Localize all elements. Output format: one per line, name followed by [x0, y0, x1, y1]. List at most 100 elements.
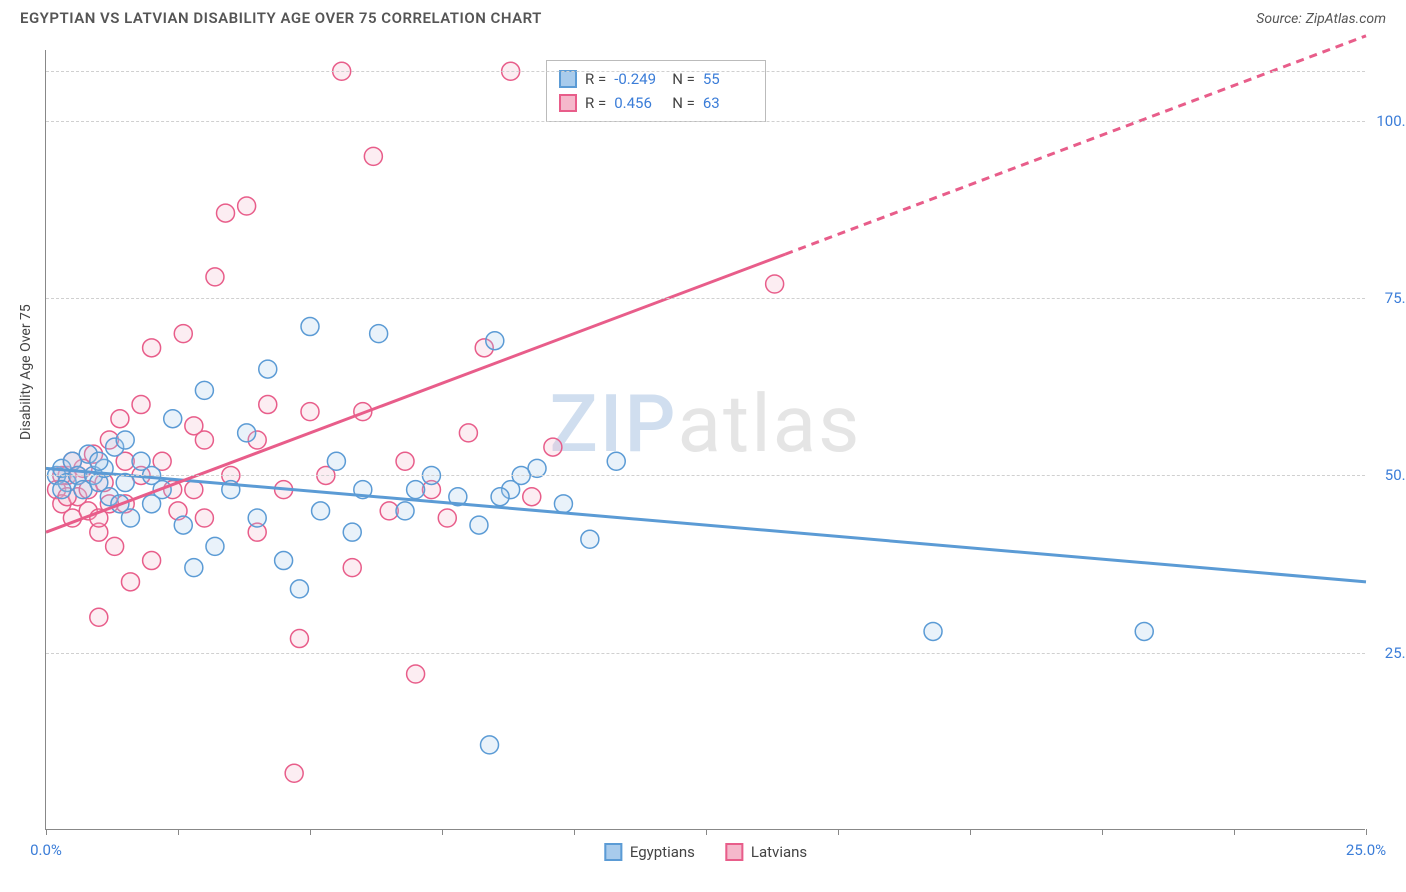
- data-point: [53, 481, 71, 499]
- data-point: [343, 559, 361, 577]
- swatch-egyptians: [559, 70, 577, 88]
- y-tick-label: 50.0%: [1370, 466, 1406, 484]
- data-point: [581, 530, 599, 548]
- data-point: [301, 318, 319, 336]
- data-point: [143, 339, 161, 357]
- source-value: ZipAtlas.com: [1306, 11, 1386, 27]
- x-tick: [706, 829, 707, 835]
- source-label: Source:: [1256, 11, 1301, 27]
- r-value-latvians: 0.456: [614, 91, 664, 115]
- swatch-latvians-bottom: [725, 843, 743, 861]
- x-tick: [970, 829, 971, 835]
- data-point: [370, 325, 388, 343]
- data-point: [290, 630, 308, 648]
- data-point: [364, 147, 382, 165]
- legend-label-latvians: Latvians: [751, 843, 807, 861]
- r-label-2: R =: [585, 91, 606, 115]
- data-point: [248, 509, 266, 527]
- n-value-latvians: 63: [703, 91, 753, 115]
- trend-line: [785, 36, 1366, 254]
- data-point: [290, 580, 308, 598]
- gridline: [46, 298, 1365, 299]
- y-tick-label: 75.0%: [1370, 289, 1406, 307]
- data-point: [195, 431, 213, 449]
- x-tick: [178, 829, 179, 835]
- data-point: [164, 410, 182, 428]
- data-point: [259, 360, 277, 378]
- data-point: [301, 403, 319, 421]
- data-point: [285, 764, 303, 782]
- stats-row-latvians: R = 0.456 N = 63: [559, 91, 753, 115]
- legend-item-egyptians: Egyptians: [604, 843, 695, 861]
- data-point: [438, 509, 456, 527]
- data-point: [106, 537, 124, 555]
- swatch-latvians: [559, 94, 577, 112]
- data-point: [116, 431, 134, 449]
- scatter-svg: [46, 50, 1365, 829]
- data-point: [554, 495, 572, 513]
- data-point: [206, 537, 224, 555]
- data-point: [206, 268, 224, 286]
- data-point: [259, 396, 277, 414]
- data-point: [343, 523, 361, 541]
- data-point: [491, 488, 509, 506]
- data-point: [238, 197, 256, 215]
- x-tick: [1234, 829, 1235, 835]
- x-tick-label: 0.0%: [30, 841, 62, 859]
- data-point: [607, 452, 625, 470]
- data-point: [143, 495, 161, 513]
- data-point: [470, 516, 488, 534]
- swatch-egyptians-bottom: [604, 843, 622, 861]
- data-point: [407, 481, 425, 499]
- n-label-2: N =: [672, 91, 695, 115]
- data-point: [121, 509, 139, 527]
- gridline: [46, 653, 1365, 654]
- data-point: [275, 552, 293, 570]
- y-axis-title: Disability Age Over 75: [18, 304, 34, 440]
- data-point: [174, 325, 192, 343]
- x-tick: [442, 829, 443, 835]
- data-point: [90, 608, 108, 626]
- data-point: [396, 502, 414, 520]
- legend-item-latvians: Latvians: [725, 843, 807, 861]
- gridline: [46, 71, 1365, 72]
- data-point: [481, 736, 499, 754]
- legend-label-egyptians: Egyptians: [630, 843, 695, 861]
- data-point: [217, 204, 235, 222]
- data-point: [1135, 622, 1153, 640]
- data-point: [238, 424, 256, 442]
- data-point: [327, 452, 345, 470]
- data-point: [185, 559, 203, 577]
- data-point: [132, 396, 150, 414]
- data-point: [143, 552, 161, 570]
- x-tick: [1366, 829, 1367, 835]
- data-point: [396, 452, 414, 470]
- chart-title: EGYPTIAN VS LATVIAN DISABILITY AGE OVER …: [20, 9, 542, 27]
- data-point: [312, 502, 330, 520]
- data-point: [195, 381, 213, 399]
- bottom-legend: Egyptians Latvians: [604, 843, 807, 861]
- data-point: [407, 665, 425, 683]
- data-point: [174, 516, 192, 534]
- data-point: [523, 488, 541, 506]
- data-point: [195, 509, 213, 527]
- data-point: [766, 275, 784, 293]
- gridline: [46, 475, 1365, 476]
- data-point: [121, 573, 139, 591]
- x-tick: [1102, 829, 1103, 835]
- y-tick-label: 100.0%: [1370, 112, 1406, 130]
- y-tick-label: 25.0%: [1370, 644, 1406, 662]
- x-tick: [574, 829, 575, 835]
- gridline: [46, 121, 1365, 122]
- x-tick: [838, 829, 839, 835]
- trend-line: [46, 468, 1366, 581]
- data-point: [459, 424, 477, 442]
- source-attribution: Source: ZipAtlas.com: [1256, 8, 1386, 27]
- data-point: [486, 332, 504, 350]
- chart-plot-area: ZIPatlas R = -0.249 N = 55 R = 0.456 N =…: [45, 50, 1365, 830]
- x-tick: [46, 829, 47, 835]
- x-tick: [310, 829, 311, 835]
- data-point: [111, 410, 129, 428]
- data-point: [924, 622, 942, 640]
- data-point: [185, 481, 203, 499]
